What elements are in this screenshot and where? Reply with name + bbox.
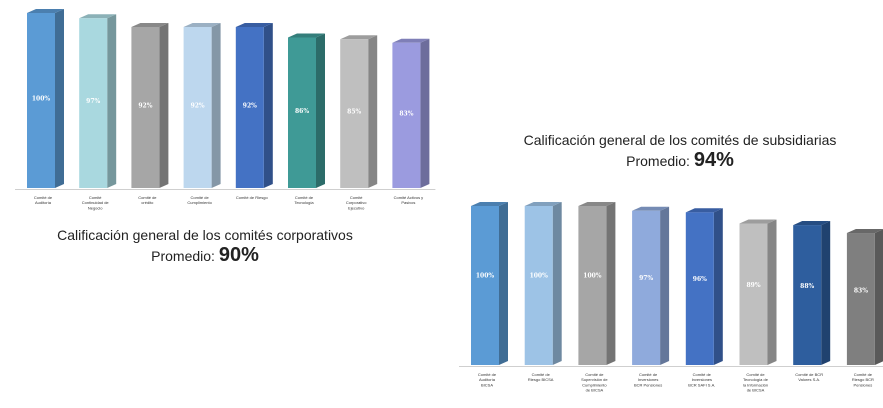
tick-label: Comité Activos y Pasivos	[394, 195, 424, 205]
data-label: 100%	[32, 96, 51, 103]
subsidiary-chart-average: Promedio: 94%	[480, 150, 880, 171]
bar-side	[368, 35, 378, 189]
tick-label: Comité de Cumplimiento	[187, 195, 212, 205]
tick-label: Comité de Tecnología de la Información de B…	[743, 372, 769, 393]
bar	[524, 206, 553, 365]
tick-label: Comité de Riesgo	[236, 195, 269, 200]
data-label: 92%	[138, 103, 152, 110]
bar-side	[211, 22, 221, 189]
bar-top	[793, 221, 831, 226]
bar-side	[499, 201, 508, 365]
bar-side	[552, 201, 562, 365]
bar-top	[392, 38, 430, 43]
bar-side	[316, 33, 325, 189]
tick-label: Comité de Riesgo BICSA	[528, 372, 554, 382]
bar-side	[263, 22, 273, 189]
bar	[739, 223, 768, 365]
data-label: 83%	[854, 287, 868, 294]
bar-top	[79, 14, 117, 19]
bar	[131, 27, 160, 188]
bar-top	[340, 35, 378, 40]
bar	[183, 27, 212, 188]
bar-top	[183, 22, 221, 27]
bar	[392, 42, 421, 188]
bar	[235, 27, 264, 188]
bar	[793, 225, 822, 365]
bar-top	[131, 22, 169, 27]
bar	[846, 233, 875, 365]
bar-top	[685, 208, 723, 213]
bar	[288, 37, 316, 188]
bar-top	[235, 22, 273, 27]
tick-label: Comité de Auditoría	[34, 195, 53, 205]
bar-top	[578, 201, 616, 206]
corporate-committees-bar-chart: 100% Comité de Auditoría 97% Comité Continuid…	[15, 8, 436, 210]
bar-top	[846, 228, 883, 234]
bar-side	[107, 14, 117, 189]
bar-side	[55, 8, 64, 189]
data-label: 96%	[693, 276, 707, 283]
tick-label: Comité de Inversiones BCR Pensiones	[634, 372, 662, 387]
bar-side	[420, 38, 430, 189]
bar-top	[632, 206, 670, 211]
subsidiary-committees-bar-chart: 100% Comité de Auditoría BICSA 100% Comité de…	[459, 201, 883, 393]
bar	[27, 13, 55, 188]
corporate-chart-average: Promedio: 90%	[20, 245, 390, 266]
bar-side	[713, 208, 723, 365]
data-label: 100%	[530, 273, 549, 280]
bar	[578, 206, 607, 365]
bar-side	[767, 219, 777, 365]
bar-top	[471, 201, 508, 206]
subsidiary-chart-title: Calificación general de los comités de s…	[523, 132, 837, 148]
bar-side	[821, 221, 831, 365]
data-label: 92%	[191, 103, 205, 110]
subsidiary-chart-caption: Calificación general de los comités de s…	[480, 130, 880, 171]
tick-label: Comité de BCR Valores S.A.	[795, 372, 823, 382]
bar-top	[739, 219, 777, 224]
tick-label: Comité de Auditoría BICSA	[478, 372, 497, 387]
bar	[685, 212, 714, 365]
corporate-chart-caption: Calificación general de los comités corp…	[20, 225, 390, 266]
bar-top	[288, 33, 325, 38]
bar	[471, 206, 499, 365]
corporate-chart-title: Calificación general de los comités corp…	[57, 227, 353, 243]
bar-side	[874, 229, 883, 365]
data-label: 100%	[476, 273, 495, 280]
bar	[340, 39, 369, 188]
data-label: 86%	[295, 108, 309, 115]
data-label: 83%	[399, 110, 413, 117]
bar-side	[159, 22, 169, 189]
subsidiary-average-value: 94%	[693, 149, 734, 171]
bar	[632, 210, 661, 365]
tick-label: Comité de crédito	[138, 195, 157, 205]
bar-side	[660, 206, 670, 365]
data-label: 100%	[583, 273, 602, 280]
bar-top	[27, 8, 64, 13]
tick-label: Comité de Supervisión de Cumplimiento de BI…	[581, 372, 608, 393]
tick-label: Comité Continuidad de Negocio	[82, 195, 110, 210]
bar-side	[606, 201, 616, 365]
data-label: 89%	[746, 282, 760, 289]
corporate-average-value: 90%	[218, 244, 259, 266]
tick-label: Comité de Inversiones BCR SAFI S.A.	[688, 372, 715, 387]
tick-label: Comité de Tecnología	[294, 195, 314, 205]
tick-label: Comité de Riesgo BCR Pensiones	[852, 372, 874, 387]
data-label: 92%	[243, 103, 257, 110]
data-label: 88%	[800, 283, 814, 290]
corporate-average-label: Promedio:	[151, 248, 215, 264]
subsidiary-average-label: Promedio:	[626, 153, 690, 169]
tick-label: Comité Corporativo Ejecutivo	[346, 195, 367, 210]
data-label: 97%	[86, 98, 100, 105]
bar	[79, 18, 108, 188]
data-label: 85%	[347, 109, 361, 116]
data-label: 97%	[639, 275, 653, 282]
bar-top	[524, 201, 562, 206]
